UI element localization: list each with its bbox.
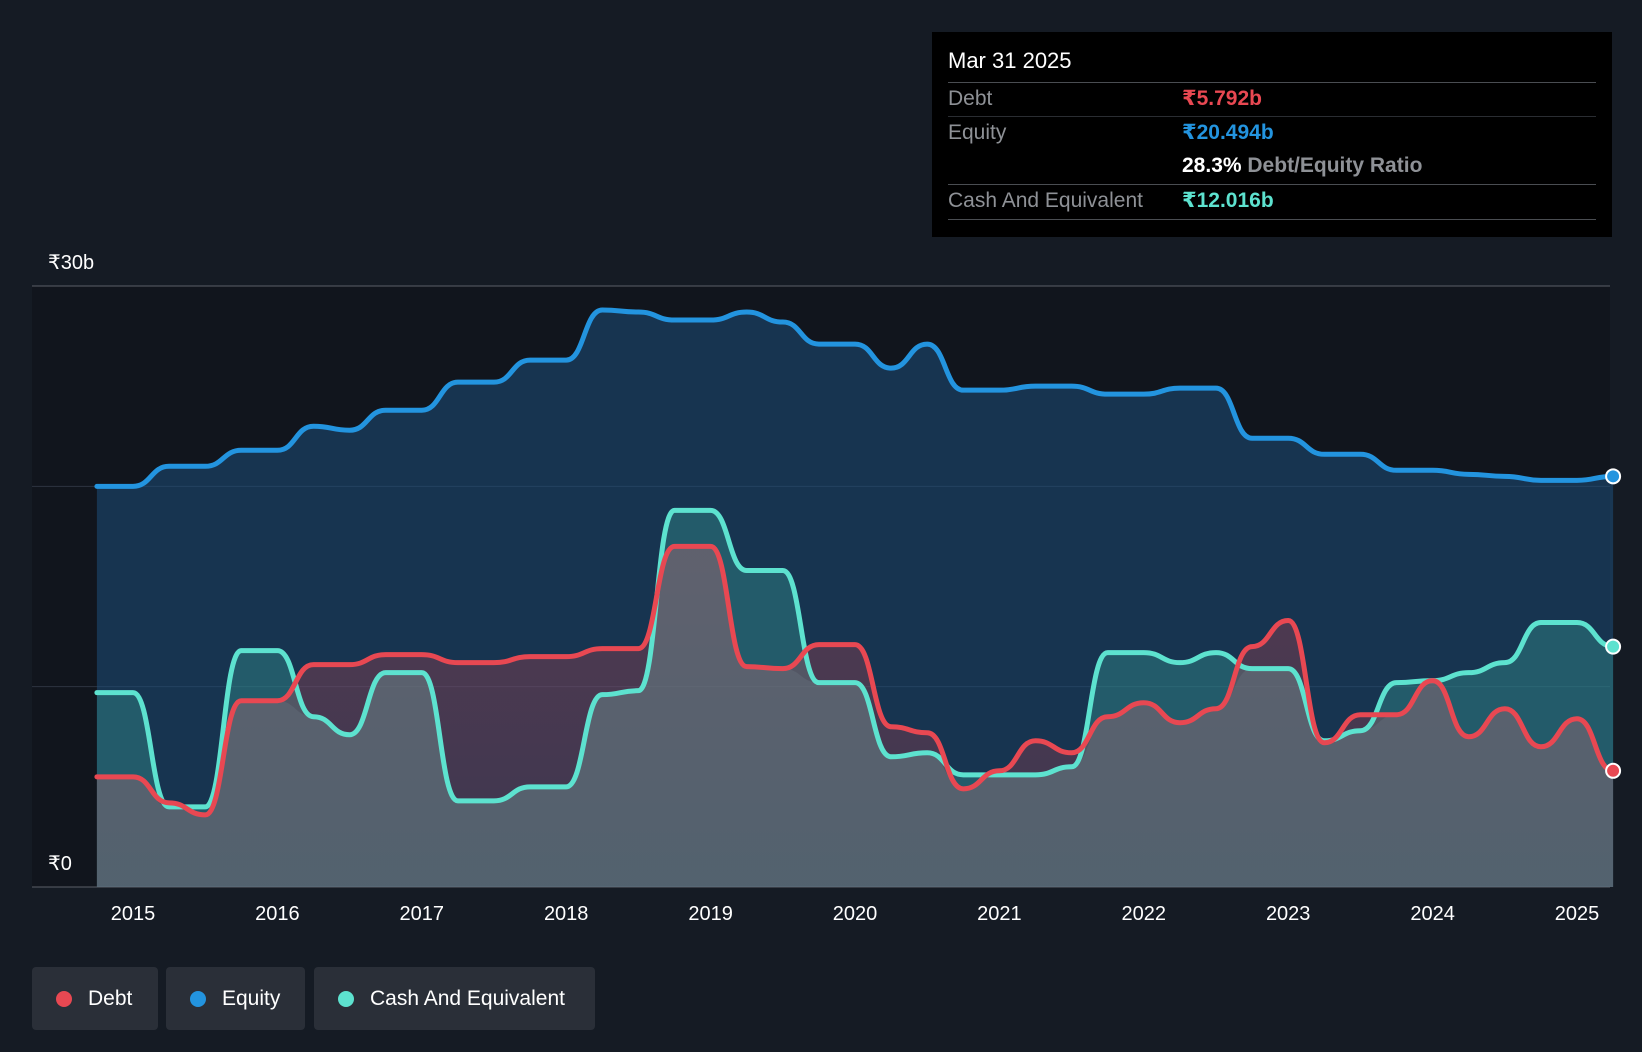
x-tick-label: 2020 — [833, 903, 878, 925]
y-tick-label-top: ₹30b — [48, 252, 94, 274]
equity-line — [94, 307, 1616, 489]
tooltip-equity-value: ₹20.494b — [1182, 121, 1274, 144]
y-tick-label-bottom: ₹0 — [48, 853, 72, 875]
legend-dot-debt — [56, 991, 72, 1007]
equity-end-marker[interactable] — [1605, 468, 1622, 485]
legend-item-cash[interactable]: Cash And Equivalent — [314, 967, 595, 1030]
tooltip-date: Mar 31 2025 — [948, 48, 1072, 73]
tooltip-equity-label: Equity — [948, 121, 1007, 144]
x-tick-label: 2017 — [400, 903, 445, 925]
debt-end-marker[interactable] — [1605, 762, 1622, 779]
tooltip-row-ratio: 28.3% Debt/Equity Ratio — [948, 150, 1596, 184]
legend-label-cash: Cash And Equivalent — [370, 987, 565, 1010]
tooltip-row-debt: Debt ₹5.792b — [948, 82, 1596, 117]
x-tick-label: 2025 — [1555, 903, 1600, 925]
legend-dot-equity — [190, 991, 206, 1007]
tooltip-row-cash: Cash And Equivalent ₹12.016b — [948, 184, 1596, 220]
tooltip-cash-value: ₹12.016b — [1182, 189, 1274, 212]
x-tick-label: 2023 — [1266, 903, 1311, 925]
debt-line — [94, 543, 1616, 818]
tooltip-cash-label: Cash And Equivalent — [948, 189, 1143, 212]
x-tick-label: 2015 — [111, 903, 156, 925]
cash-and-equivalent-line — [94, 507, 1616, 810]
cash-and-equivalent-end-marker[interactable] — [1605, 638, 1622, 655]
tooltip-debt-label: Debt — [948, 87, 993, 110]
legend-item-debt[interactable]: Debt — [32, 967, 158, 1030]
x-tick-label: 2016 — [255, 903, 300, 925]
legend-dot-cash — [338, 991, 354, 1007]
x-tick-label: 2024 — [1410, 903, 1455, 925]
legend-label-equity: Equity — [222, 987, 281, 1010]
tooltip-ratio: 28.3% Debt/Equity Ratio — [1182, 150, 1422, 182]
x-tick-label: 2018 — [544, 903, 589, 925]
legend-label-debt: Debt — [88, 987, 133, 1010]
tooltip-ratio-label: Debt/Equity Ratio — [1247, 154, 1423, 177]
legend-item-equity[interactable]: Equity — [166, 967, 305, 1030]
x-tick-label: 2019 — [688, 903, 733, 925]
tooltip-debt-value: ₹5.792b — [1182, 87, 1262, 110]
tooltip-ratio-value: 28.3% — [1182, 154, 1242, 177]
x-tick-label: 2022 — [1122, 903, 1167, 925]
x-tick-label: 2021 — [977, 903, 1022, 925]
tooltip: Mar 31 2025 Debt ₹5.792b Equity ₹20.494b… — [932, 32, 1612, 237]
tooltip-row-equity: Equity ₹20.494b — [948, 116, 1596, 151]
